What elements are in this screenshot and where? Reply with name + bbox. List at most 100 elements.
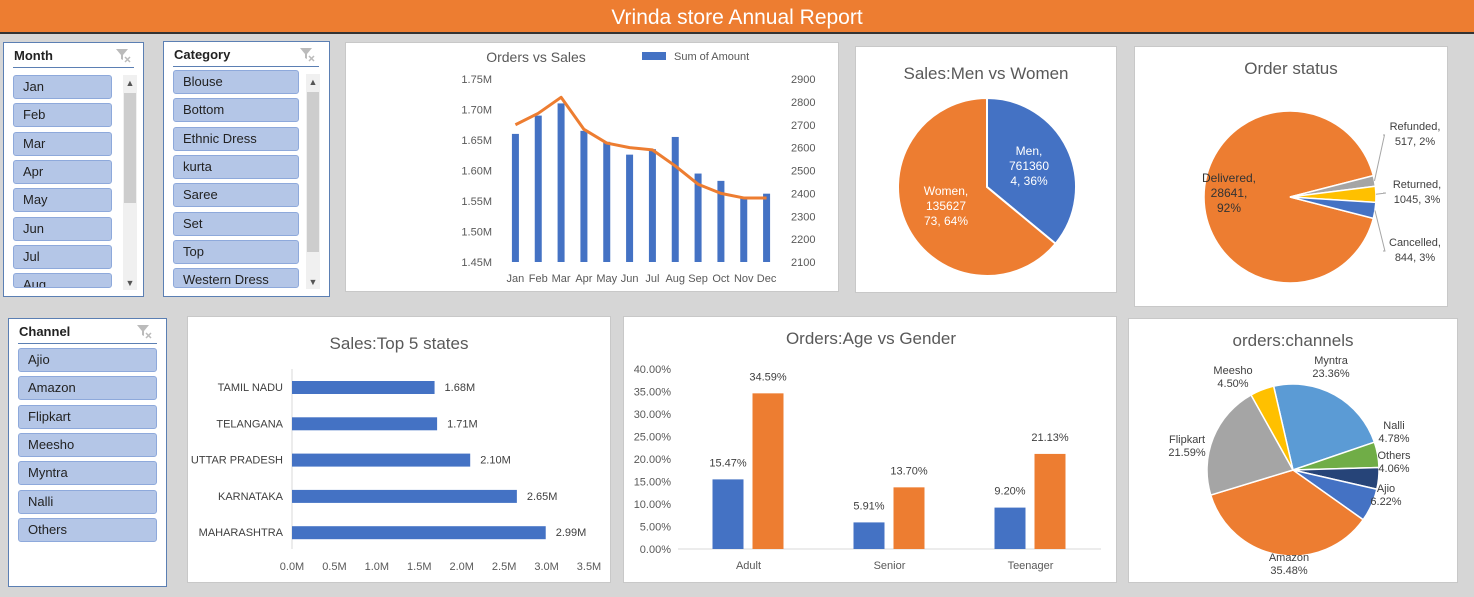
data-label: Ajio: [1377, 483, 1395, 495]
category-label: KARNATAKA: [218, 491, 284, 503]
orders-vs-sales-chart: Orders vs Sales Sum of Amount 1.45M 1.50M 1.…: [461, 49, 815, 285]
data-label: 2.99M: [556, 527, 587, 539]
x-tick-label: Aug: [665, 273, 685, 285]
month-slicer-scrollbar[interactable]: ▲ ▼: [123, 75, 137, 290]
bar-feb: [534, 115, 542, 262]
right-axis-tick: 2100: [791, 257, 815, 269]
chart-title: orders:channels: [1233, 331, 1354, 350]
x-tick-label: Jun: [621, 273, 639, 285]
chart-title: Sales:Top 5 states: [330, 334, 469, 353]
category-slicer-scrollbar[interactable]: ▲ ▼: [306, 74, 320, 289]
bar-dec: [763, 193, 771, 262]
data-label: Nalli: [1383, 420, 1404, 432]
chart-title: Orders:Age vs Gender: [786, 329, 956, 348]
slicer-item-myntra[interactable]: Myntra: [18, 461, 157, 486]
age-vs-gender-chart: Orders:Age vs Gender 0.00% 5.00% 10.00% 15.0…: [634, 329, 1101, 572]
slice-delivered: [1203, 110, 1375, 284]
slice-meesho: [1250, 385, 1294, 471]
men-vs-women-panel: Sales:Men vs Women Men, 761360 4, 36% Women,…: [855, 46, 1117, 293]
slicer-item-kurta[interactable]: kurta: [173, 154, 299, 179]
bar-maharashtra: [292, 526, 546, 540]
bar-teenager: [994, 507, 1026, 549]
age-vs-gender-panel: Orders:Age vs Gender 0.00% 5.00% 10.00% 15.0…: [623, 316, 1117, 583]
slicer-item-feb[interactable]: Feb: [13, 103, 112, 128]
x-tick-label: 1.0M: [365, 561, 389, 573]
bar-may: [603, 141, 611, 262]
clear-filter-icon[interactable]: [114, 47, 132, 63]
x-tick-label: 3.0M: [534, 561, 558, 573]
slicer-item-ethnic-dress[interactable]: Ethnic Dress: [173, 126, 299, 151]
data-label: 4, 36%: [1010, 174, 1048, 188]
data-label: 21.13%: [1031, 432, 1069, 444]
data-label: 2.10M: [480, 455, 511, 467]
channel-slicer: Channel Ajio Amazon Flipkart Meesho Myntra Na…: [8, 318, 167, 587]
order-status-panel: Order status Delivered, 28641, 92% Refunded,…: [1134, 46, 1448, 307]
slicer-item-flipkart[interactable]: Flipkart: [18, 404, 157, 429]
slicer-item-amazon[interactable]: Amazon: [18, 376, 157, 401]
bar-adult: [752, 393, 784, 549]
slicer-item-jul[interactable]: Jul: [13, 244, 112, 269]
scroll-thumb[interactable]: [307, 92, 319, 252]
slice-men: [986, 96, 1077, 246]
slicer-item-may[interactable]: May: [13, 188, 112, 213]
clear-filter-icon[interactable]: [298, 46, 316, 62]
slicer-item-apr[interactable]: Apr: [13, 159, 112, 184]
slicer-item-ajio[interactable]: Ajio: [18, 348, 157, 372]
slicer-item-jun[interactable]: Jun: [13, 216, 112, 241]
category-label: UTTAR PRADESH: [191, 455, 283, 467]
scroll-thumb[interactable]: [124, 93, 136, 203]
y-tick-label: 30.00%: [634, 409, 672, 421]
x-tick-label: Jul: [645, 273, 659, 285]
slice-amazon: [1209, 469, 1365, 557]
data-label: Refunded,: [1390, 121, 1441, 133]
data-label: 21.59%: [1168, 447, 1206, 459]
right-axis-tick: 2700: [791, 120, 815, 132]
data-label: Returned,: [1393, 179, 1441, 191]
bar-jul: [648, 149, 656, 262]
data-label: 1045, 3%: [1394, 194, 1441, 206]
slice-flipkart: [1206, 393, 1295, 496]
chart-title: Sales:Men vs Women: [903, 64, 1068, 83]
data-label: 9.20%: [994, 486, 1025, 498]
bar-aug: [671, 136, 679, 262]
scroll-down-icon[interactable]: ▼: [125, 278, 135, 288]
month-slicer: Month Jan Feb Mar Apr May Jun Jul Aug ▲ ▼: [3, 42, 144, 297]
orders-vs-sales-panel: Orders vs Sales Sum of Amount 1.45M 1.50M 1.…: [345, 42, 839, 292]
slicer-item-set[interactable]: Set: [173, 211, 299, 236]
data-label: 4.78%: [1378, 433, 1409, 445]
bar-sep: [694, 173, 702, 262]
scroll-up-icon[interactable]: ▲: [125, 78, 135, 88]
x-tick-label: Adult: [736, 560, 761, 572]
scroll-up-icon[interactable]: ▲: [308, 77, 318, 87]
slicer-item-bottom[interactable]: Bottom: [173, 98, 299, 123]
slicer-item-aug[interactable]: Aug: [13, 273, 112, 288]
scroll-down-icon[interactable]: ▼: [308, 277, 318, 287]
x-tick-label: May: [596, 273, 617, 285]
y-tick-label: 10.00%: [634, 499, 672, 511]
chart-title: Order status: [1244, 59, 1338, 78]
right-axis-tick: 2900: [791, 74, 815, 86]
slicer-item-western-dress[interactable]: Western Dress: [173, 268, 299, 288]
clear-filter-icon[interactable]: [135, 323, 153, 339]
data-label: 5.91%: [853, 500, 884, 512]
slicer-item-nalli[interactable]: Nalli: [18, 489, 157, 514]
category-label: TAMIL NADU: [218, 382, 283, 394]
slicer-item-others[interactable]: Others: [18, 517, 157, 542]
slicer-item-blouse[interactable]: Blouse: [173, 70, 299, 94]
top5-states-panel: Sales:Top 5 states TAMIL NADU 1.68M TELANGA…: [187, 316, 611, 583]
bar-jan: [511, 133, 519, 262]
chart-title: Orders vs Sales: [486, 49, 586, 65]
data-label: Meesho: [1213, 365, 1252, 377]
slicer-item-top[interactable]: Top: [173, 239, 299, 264]
report-title: Vrinda store Annual Report: [0, 0, 1474, 34]
slicer-item-mar[interactable]: Mar: [13, 131, 112, 156]
orders-channels-panel: orders:channels Myntra 23.36% Nalli 4.78% Oth…: [1128, 318, 1458, 583]
data-label: 35.48%: [1270, 565, 1308, 577]
slicer-item-jan[interactable]: Jan: [13, 75, 112, 99]
data-label: Men,: [1016, 144, 1043, 158]
y-tick-label: 5.00%: [640, 522, 671, 534]
y-tick-label: 20.00%: [634, 454, 672, 466]
slicer-item-saree[interactable]: Saree: [173, 183, 299, 208]
slicer-item-meesho[interactable]: Meesho: [18, 432, 157, 457]
